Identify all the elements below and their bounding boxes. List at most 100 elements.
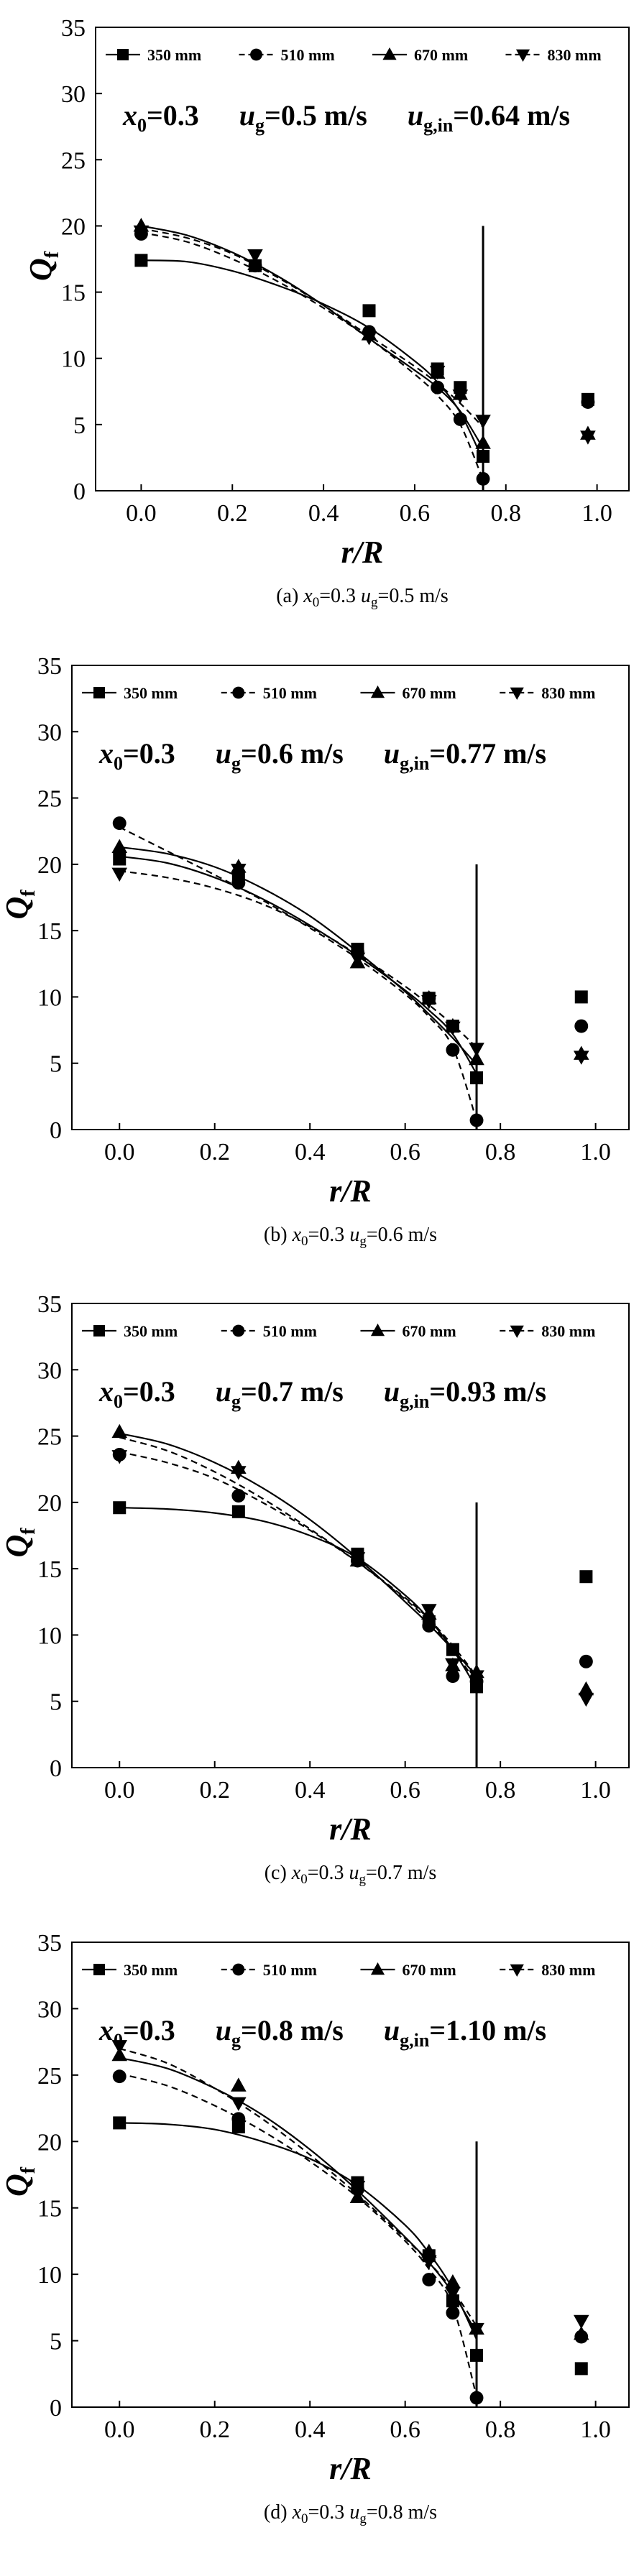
fit-curve-350-mm [141,259,484,461]
y-tick-label: 35 [37,1930,62,1957]
data-point-830-mm [231,1466,247,1480]
fit-curve-830-mm [119,1451,477,1677]
y-tick-label: 10 [61,346,86,373]
outlier-point-830-mm [578,1692,594,1707]
data-point-350-mm [231,1505,245,1518]
x-tick-label: 1.0 [580,1777,611,1804]
chart-panel-4: 0 5 10 15 20 25 30 35 0.0 0.2 0.4 0.6 0.8 1.0 Qf r/R 350… [0,1930,630,2526]
legend-entry: 510 mm [239,46,335,64]
legend-marker [510,687,524,700]
outlier-point-830-mm [573,2314,589,2330]
data-point-350-mm [113,1501,127,1515]
y-tick-label: 25 [37,2063,62,2090]
data-point-510-mm [446,2306,460,2320]
x-axis-title: r/R [329,2451,372,2486]
legend-entry: 670 mm [360,1322,456,1340]
data-point-830-mm [111,867,128,882]
y-tick-label: 5 [50,1051,62,1078]
y-tick-label: 20 [37,1490,62,1517]
legend-entry: 830 mm [500,1322,595,1340]
outlier-point-830-mm [573,1051,589,1065]
x-tick-label: 0.4 [295,2416,326,2443]
data-point-510-mm [231,876,246,890]
fit-curve-830-mm [119,870,477,1048]
plot-frame [71,665,630,1130]
legend-entry: 350 mm [82,1961,178,1979]
y-tick-label: 25 [37,1424,62,1451]
legend-entry: 510 mm [221,1961,317,1979]
data-point-670-mm [111,839,128,853]
chart-panel-1: 0 5 10 15 20 25 30 35 0.0 0.2 0.4 0.6 0.8 1.0 Qf r/R 350… [23,15,630,610]
condition-text: x0=0.3 ug=0.5 m/s ug,in=0.64 m/s [122,99,570,136]
x-tick-label: 0.0 [126,500,157,527]
outlier-point-670-mm [578,1681,594,1696]
x-tick-label: 0.8 [491,500,522,527]
legend-label: 510 mm [281,46,335,64]
y-tick-label: 25 [61,147,86,174]
y-tick-label: 5 [50,1689,62,1716]
legend-entry: 350 mm [82,1322,178,1340]
legend-label: 670 mm [403,1961,456,1979]
data-point-830-mm [445,2286,461,2302]
y-tick-label: 0 [50,1755,62,1782]
data-point-830-mm [445,1021,461,1036]
data-point-830-mm [452,389,469,404]
legend-label: 670 mm [414,46,468,64]
condition-text: x0=0.3 ug=0.6 m/s ug,in=0.77 m/s [98,737,546,774]
legend-entry: 350 mm [106,46,201,64]
x-tick-label: 1.0 [580,2416,611,2443]
x-tick-label: 0.4 [308,500,339,527]
legend-entry: 830 mm [500,684,595,702]
data-point-350-mm [113,852,127,866]
data-point-510-mm [446,1669,460,1684]
legend-marker [510,1964,524,1977]
data-point-830-mm [475,415,491,429]
legend-marker [93,687,105,698]
data-point-510-mm [422,1619,436,1633]
y-tick-label: 15 [37,918,62,945]
legend-entry: 830 mm [500,1961,595,1979]
legend-label: 670 mm [403,1322,456,1340]
x-axis-title: r/R [341,535,384,570]
y-tick-label: 10 [37,1622,62,1649]
legend-entry: 830 mm [505,46,602,64]
x-tick-label: 0.6 [390,2416,420,2443]
y-tick-label: 5 [73,412,86,439]
x-tick-label: 0.8 [485,1777,516,1804]
fit-curve-350-mm [119,2122,477,2340]
y-axis-title: Qf [23,251,63,281]
data-point-830-mm [111,2040,128,2054]
y-tick-label: 10 [37,2262,62,2289]
legend-label: 510 mm [263,1961,317,1979]
x-tick-label: 0.6 [400,500,431,527]
legend-label: 830 mm [541,1322,595,1340]
x-tick-label: 0.6 [390,1139,420,1165]
data-point-830-mm [469,1043,484,1057]
fit-curve-830-mm [141,228,484,428]
data-point-510-mm [422,2273,436,2286]
fit-curve-510-mm [119,2072,478,2397]
x-tick-label: 0.2 [199,1777,230,1804]
fit-curve-510-mm [119,826,478,1121]
legend-label: 350 mm [124,1961,178,1979]
data-point-670-mm [111,1423,128,1439]
legend-label: 350 mm [147,46,201,64]
legend-marker [250,48,262,61]
fit-curve-670-mm [119,846,477,1066]
y-tick-label: 30 [37,1996,62,2023]
y-tick-label: 30 [37,1357,62,1384]
legend-entry: 510 mm [221,684,317,702]
legend-marker [232,686,245,699]
legend-entry: 350 mm [82,684,178,702]
data-point-830-mm [445,1658,461,1673]
y-tick-label: 15 [61,280,86,307]
fit-curve-670-mm [141,225,484,449]
plot-frame [71,1942,630,2408]
legend-marker [232,1963,245,1976]
panel-caption: (a) x0=0.3 ug=0.5 m/s [276,585,449,610]
outlier-point-350-mm [574,2362,588,2376]
legend-marker [117,49,129,60]
x-axis-title: r/R [329,1811,372,1847]
data-point-830-mm [469,1670,484,1684]
data-point-510-mm [446,1043,460,1057]
